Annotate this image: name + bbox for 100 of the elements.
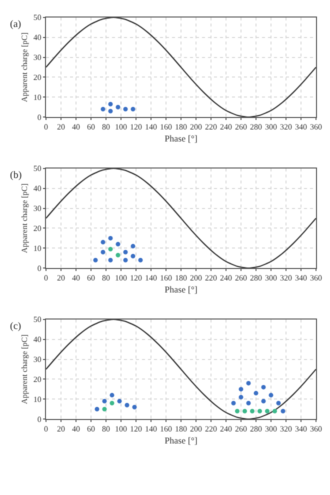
- point: [261, 398, 266, 404]
- point: [250, 408, 254, 414]
- x-tick-label: 100: [115, 122, 127, 132]
- x-tick-label: 340: [295, 424, 307, 434]
- point: [268, 392, 274, 398]
- point: [254, 390, 258, 396]
- point: [246, 380, 251, 386]
- point: [110, 400, 114, 406]
- x-tick-label: 160: [160, 122, 172, 132]
- point: [132, 404, 137, 410]
- x-tick-label: 260: [235, 274, 247, 283]
- x-tick-label: 100: [115, 274, 127, 283]
- x-tick-label: 80: [102, 122, 110, 132]
- x-tick-label: 240: [220, 122, 232, 132]
- x-axis-title: Phase [°]: [164, 435, 198, 446]
- x-tick-label: 240: [220, 424, 232, 434]
- point: [100, 250, 106, 254]
- x-axis-title: Phase [°]: [164, 133, 198, 144]
- x-tick-label: 280: [250, 424, 262, 434]
- x-tick-label: 160: [160, 274, 172, 283]
- point: [261, 384, 266, 390]
- y-axis-title: Apparent charge [pC]: [20, 334, 30, 404]
- point: [100, 240, 106, 244]
- y-tick-label: 40: [33, 335, 42, 344]
- line-series: [46, 319, 316, 420]
- x-tick-label: 240: [220, 274, 232, 283]
- x-tick-label: 120: [130, 274, 142, 283]
- x-tick-label: 40: [72, 424, 80, 434]
- point: [123, 258, 128, 262]
- y-tick-label: 30: [33, 204, 42, 214]
- chart-title: (c): [10, 321, 22, 332]
- point: [130, 244, 136, 248]
- x-tick-label: 340: [295, 274, 307, 283]
- x-tick-label: 280: [250, 122, 262, 132]
- x-tick-label: 160: [160, 424, 172, 434]
- x-tick-label: 80: [102, 424, 110, 434]
- x-tick-label: 0: [44, 274, 48, 283]
- chart-title: (a): [10, 19, 22, 30]
- x-tick-label: 320: [280, 274, 292, 283]
- point: [94, 406, 100, 412]
- point: [138, 258, 143, 262]
- x-tick-label: 260: [235, 122, 247, 132]
- x-tick-label: 220: [205, 274, 217, 283]
- x-tick-label: 20: [57, 274, 65, 283]
- point: [116, 104, 120, 110]
- y-tick-label: 30: [33, 355, 42, 364]
- x-tick-label: 200: [190, 122, 202, 132]
- x-tick-label: 360: [310, 424, 322, 434]
- x-tick-label: 300: [265, 122, 277, 132]
- point: [108, 108, 113, 114]
- point: [238, 394, 244, 400]
- point: [272, 408, 277, 414]
- point: [258, 408, 262, 414]
- x-tick-label: 180: [175, 274, 187, 283]
- point: [108, 236, 113, 240]
- y-tick-label: 10: [33, 394, 42, 404]
- point: [93, 258, 98, 262]
- x-tick-label: 0: [44, 424, 48, 434]
- y-tick-label: 40: [33, 184, 42, 194]
- point: [238, 386, 244, 392]
- x-tick-label: 20: [57, 424, 65, 434]
- x-tick-label: 320: [280, 122, 292, 132]
- y-tick-label: 40: [33, 33, 42, 42]
- point: [117, 398, 122, 404]
- x-tick-label: 180: [175, 424, 187, 434]
- point: [116, 242, 120, 246]
- x-tick-label: 220: [205, 122, 217, 132]
- point: [242, 408, 247, 414]
- x-tick-label: 120: [130, 122, 142, 132]
- point: [246, 400, 251, 406]
- point: [102, 406, 107, 412]
- x-tick-label: 300: [265, 274, 277, 283]
- x-tick-label: 360: [310, 274, 322, 283]
- y-tick-label: 0: [37, 264, 42, 273]
- point: [116, 252, 120, 258]
- x-tick-label: 80: [102, 274, 110, 283]
- line-series: [46, 168, 316, 268]
- x-tick-label: 220: [205, 424, 217, 434]
- y-tick-label: 20: [33, 375, 42, 384]
- point: [130, 106, 136, 112]
- y-axis-title: Apparent charge [pC]: [20, 32, 30, 102]
- point: [276, 400, 281, 406]
- x-tick-label: 180: [175, 122, 187, 132]
- point: [108, 246, 113, 252]
- point: [102, 398, 107, 404]
- y-tick-label: 30: [33, 53, 42, 62]
- x-tick-label: 340: [295, 122, 307, 132]
- x-tick-label: 120: [130, 424, 142, 434]
- y-tick-label: 20: [33, 224, 42, 234]
- point: [108, 102, 113, 106]
- x-axis-title: Phase [°]: [164, 284, 198, 294]
- point: [110, 392, 114, 398]
- y-axis-title: Apparent charge [pC]: [20, 183, 30, 254]
- line-series: [46, 17, 316, 118]
- point: [280, 408, 286, 414]
- point: [123, 250, 128, 254]
- chart-title: (b): [10, 170, 22, 181]
- x-tick-label: 300: [265, 424, 277, 434]
- x-tick-label: 60: [87, 122, 95, 132]
- point: [123, 106, 128, 112]
